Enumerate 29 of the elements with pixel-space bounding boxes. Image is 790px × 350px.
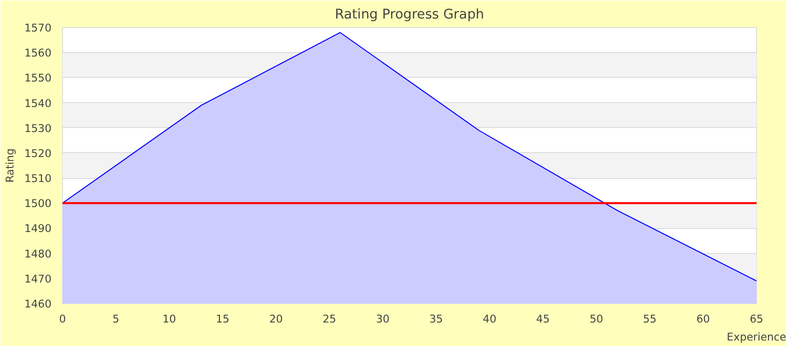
x-tick-label: 40 [482,312,497,326]
x-tick-label: 15 [216,312,230,326]
x-tick-label: 5 [112,312,120,326]
x-tick-label: 50 [590,312,604,326]
x-tick-label: 35 [429,312,443,326]
x-tick-label: 65 [750,312,764,326]
y-tick-label: 1560 [24,46,52,60]
x-axis-title: Experience [726,330,786,344]
y-tick-label: 1510 [24,172,52,186]
y-tick-label: 1530 [24,122,52,135]
x-tick-label: 60 [696,312,710,326]
x-tick-label: 55 [642,312,657,326]
y-tick-label: 1470 [24,272,52,286]
x-tick-label: 0 [59,312,66,326]
y-tick-label: 1490 [24,222,52,236]
x-tick-label: 25 [322,312,336,326]
chart-title: Rating Progress Graph [334,8,484,22]
y-tick-label: 1460 [24,298,52,310]
y-tick-label: 1500 [24,197,52,210]
y-tick-label: 1480 [24,247,52,260]
y-tick-label: 1570 [24,22,52,34]
x-tick-label: 10 [162,312,176,326]
y-tick-label: 1550 [24,72,52,85]
x-tick-label: 45 [536,312,550,326]
y-tick-label: 1540 [24,96,52,110]
x-tick-label: 30 [376,312,390,326]
y-tick-label: 1520 [24,146,52,160]
x-tick-label: 20 [269,312,284,326]
y-axis-title: Rating [3,148,16,183]
